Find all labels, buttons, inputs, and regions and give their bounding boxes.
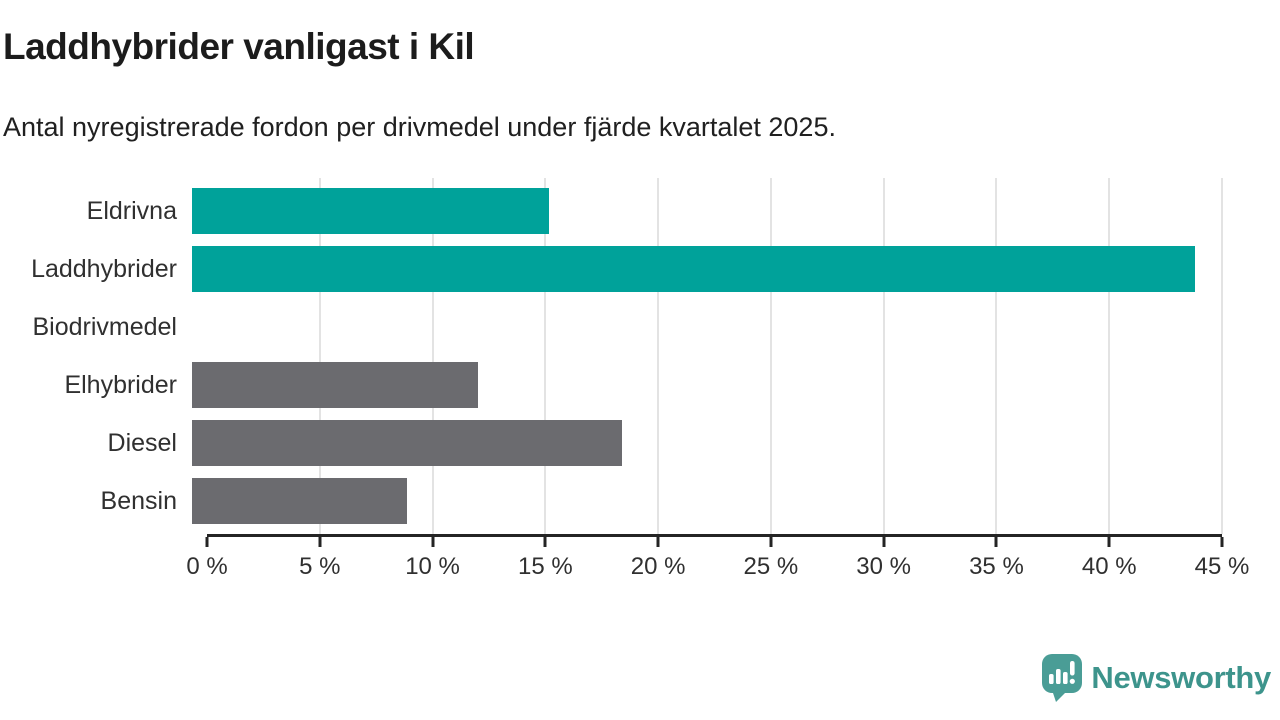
x-axis-tick-label: 45 % [1194, 553, 1250, 580]
gridline [995, 178, 998, 534]
x-axis-tick-label: 25 % [743, 553, 799, 580]
gridline [544, 178, 547, 534]
chart-subtitle: Antal nyregistrerade fordon per drivmede… [3, 112, 836, 142]
x-axis-tick-label: 15 % [517, 553, 573, 580]
x-axis-tick [882, 537, 886, 547]
x-axis: 0 % 5 % 10 % 15 % 20 % 25 % 30 % 35 % 40 % 45 % [186, 534, 1249, 588]
bar-eldrivna [192, 188, 550, 234]
brand-footer: Newsworthy [1040, 653, 1271, 703]
gridline [1221, 178, 1223, 534]
bar-bensin [192, 478, 408, 524]
chart-title: Laddhybrider vanligast i Kil [3, 26, 475, 67]
x-axis-tick [1107, 537, 1111, 547]
bar-track [192, 246, 1222, 292]
x-axis-tick [318, 537, 322, 547]
x-axis-tick-label: 35 % [969, 553, 1024, 580]
x-axis-tick-label: 5 % [299, 553, 341, 580]
bar-elhybrider [192, 362, 479, 408]
gridline [431, 178, 434, 534]
x-axis-tick-label: 10 % [405, 553, 460, 580]
gridline [882, 178, 885, 534]
x-axis-tick [769, 537, 773, 547]
x-axis-tick-label: 20 % [630, 553, 686, 580]
category-label: Eldrivna [86, 196, 177, 225]
bar-laddhybrider [192, 246, 1195, 292]
chart-rows: Eldrivna Laddhybrider Biodrivmedel Elhybrid… [0, 182, 1222, 530]
bar-diesel [192, 420, 623, 466]
chart-row: Laddhybrider [0, 240, 1222, 298]
bar-track [192, 304, 1222, 350]
x-axis-tick [1220, 537, 1224, 547]
x-axis-tick-label: 40 % [1081, 553, 1137, 580]
bar-chart: Eldrivna Laddhybrider Biodrivmedel Elhybrid… [0, 178, 1280, 588]
bar-track [192, 478, 1222, 524]
x-axis-tick-label: 0 % [186, 553, 228, 580]
bar-track [192, 188, 1222, 234]
chart-row: Bensin [0, 472, 1222, 530]
gridline [769, 178, 772, 534]
brand-name: Newsworthy [1091, 660, 1271, 695]
newsworthy-logo-icon [1042, 654, 1083, 702]
chart-row: Biodrivmedel [0, 298, 1222, 356]
chart-row: Eldrivna [0, 182, 1222, 240]
grid-layer [207, 178, 1223, 534]
gridline [318, 178, 321, 534]
category-label: Elhybrider [64, 370, 177, 399]
x-axis-tick [205, 537, 209, 547]
category-label: Diesel [107, 428, 177, 457]
category-label: Laddhybrider [31, 254, 177, 283]
x-axis-tick [994, 537, 998, 547]
chart-row: Elhybrider [0, 356, 1222, 414]
category-label: Bensin [100, 486, 177, 515]
category-label: Biodrivmedel [32, 312, 177, 341]
chart-row: Diesel [0, 414, 1222, 472]
bar-track [192, 420, 1222, 466]
x-axis-tick [656, 537, 660, 547]
bar-track [192, 362, 1222, 408]
gridline [657, 178, 660, 534]
x-axis-tick [431, 537, 435, 547]
gridline [1108, 178, 1111, 534]
x-axis-tick-label: 30 % [856, 553, 912, 580]
x-axis-tick [543, 537, 547, 547]
